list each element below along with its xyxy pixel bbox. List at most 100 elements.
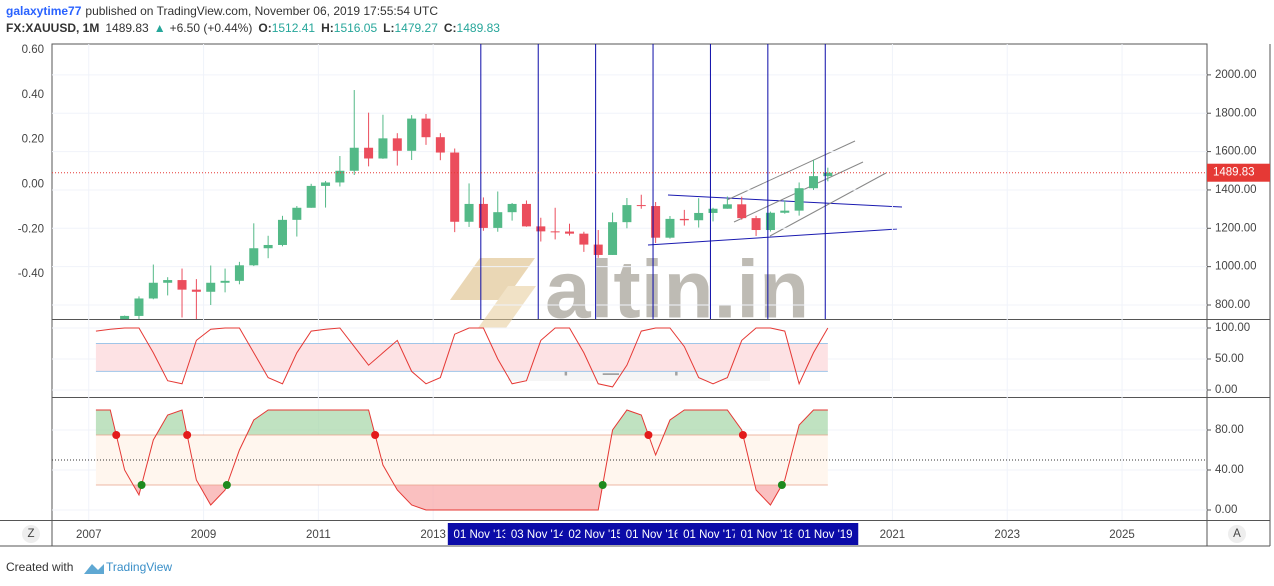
vline-label-box bbox=[447, 523, 514, 545]
button-label[interactable]: Z bbox=[27, 528, 34, 540]
button[interactable] bbox=[22, 525, 40, 543]
candle-body bbox=[823, 172, 833, 177]
candle-body bbox=[679, 218, 689, 221]
vline-label-box bbox=[734, 523, 801, 545]
vline-label: 02 Nov '15 bbox=[568, 529, 623, 541]
vline-label-box bbox=[562, 523, 629, 545]
candle-body bbox=[450, 152, 460, 222]
candle-body bbox=[349, 147, 359, 171]
y-tick-label: 40.00 bbox=[1215, 464, 1244, 476]
button[interactable] bbox=[1228, 525, 1246, 543]
candle-body bbox=[464, 203, 474, 222]
candle-body bbox=[550, 231, 560, 233]
footer: Created with TradingView bbox=[6, 560, 172, 574]
vline-label: 01 Nov '17 bbox=[683, 529, 738, 541]
cross-marker bbox=[598, 481, 607, 489]
candle-body bbox=[220, 280, 230, 283]
last-price-label: 1489.83 bbox=[1213, 167, 1255, 179]
y-tick-label: 1800.00 bbox=[1215, 107, 1257, 119]
header-line: galaxytime77 published on TradingView.com… bbox=[6, 4, 438, 18]
candle-body bbox=[636, 205, 646, 207]
candle-body bbox=[622, 205, 632, 223]
button-label[interactable]: A bbox=[1233, 528, 1241, 540]
ohlc-value: 1489.83 bbox=[457, 21, 501, 35]
pane bbox=[52, 409, 1207, 511]
x-tick-label: 2023 bbox=[994, 529, 1020, 541]
ohlc-value: 1479.27 bbox=[394, 21, 438, 35]
candle-body bbox=[364, 147, 374, 159]
cross-marker bbox=[644, 431, 653, 439]
y-tick-label: 2000.00 bbox=[1215, 69, 1257, 81]
candle-body bbox=[808, 176, 818, 189]
candle-body bbox=[335, 170, 345, 183]
candle-body bbox=[234, 265, 244, 281]
oscillator-line bbox=[95, 409, 828, 511]
vline-label: 01 Nov '19 bbox=[798, 529, 853, 541]
candle-body bbox=[708, 208, 718, 213]
ohlc-value: 1512.41 bbox=[272, 21, 316, 35]
cross-marker bbox=[112, 431, 121, 439]
x-tick-label: 2025 bbox=[1109, 529, 1135, 541]
pane bbox=[52, 44, 1207, 319]
lower-fill bbox=[95, 485, 828, 510]
candle-body bbox=[521, 203, 531, 227]
y-tick-label: 80.00 bbox=[1215, 424, 1244, 436]
vline-label-box bbox=[792, 523, 859, 545]
pane bbox=[52, 327, 1207, 391]
vline-label: 01 Nov '16 bbox=[626, 529, 681, 541]
candle-body bbox=[478, 203, 488, 228]
cross-marker bbox=[137, 481, 146, 489]
buttons: Z A bbox=[22, 525, 1246, 543]
y-tick-label: 800.00 bbox=[1215, 299, 1250, 311]
ohlc-label: H: bbox=[321, 21, 334, 35]
candle-body bbox=[120, 315, 130, 319]
last-price-box bbox=[1207, 163, 1270, 182]
cross-marker bbox=[183, 431, 192, 439]
candle-body bbox=[665, 218, 675, 238]
candle-body bbox=[392, 138, 402, 151]
candle-body bbox=[134, 298, 144, 316]
candle-body bbox=[536, 226, 546, 232]
candle-body bbox=[177, 280, 187, 290]
published: published on TradingView.com, November 0… bbox=[85, 4, 438, 18]
y2-tick-label: 0.20 bbox=[22, 134, 44, 146]
footer-brand[interactable]: TradingView bbox=[106, 560, 172, 574]
y2-tick-label: -0.40 bbox=[18, 268, 44, 280]
candle-body bbox=[148, 282, 158, 299]
candle-body bbox=[579, 233, 589, 245]
y-tick-label: 0.00 bbox=[1215, 504, 1237, 516]
candle-body bbox=[493, 212, 503, 228]
candle-body bbox=[722, 204, 732, 209]
vline-label: 03 Nov '14 bbox=[511, 529, 566, 541]
ohlc-value: 1516.05 bbox=[334, 21, 378, 35]
y-tick-label: 1400.00 bbox=[1215, 184, 1257, 196]
candle-body bbox=[249, 248, 259, 266]
change: +6.50 (+0.44%) bbox=[170, 21, 253, 35]
ohlc-label: C: bbox=[444, 21, 457, 35]
x-tick-label: 2013 bbox=[420, 529, 446, 541]
y2-tick-label: 0.60 bbox=[22, 44, 44, 56]
vline-label-box bbox=[677, 523, 744, 545]
symbol-line: FX:XAUUSD, 1M 1489.83 ▲ +6.50 (+0.44%) O:151… bbox=[6, 21, 500, 35]
candle-body bbox=[694, 212, 704, 221]
y-tick-label: 100.00 bbox=[1215, 322, 1250, 334]
candle-body bbox=[206, 282, 216, 292]
candle-body bbox=[593, 244, 603, 255]
ohlc-label: L: bbox=[383, 21, 394, 35]
oscillator-line bbox=[95, 327, 829, 388]
footer-text: Created with bbox=[6, 560, 73, 574]
candle-body bbox=[651, 206, 661, 238]
candle-body bbox=[794, 188, 804, 211]
x-tick-label: 2007 bbox=[76, 529, 102, 541]
upper-fill bbox=[95, 410, 828, 435]
y2-tick-label: -0.20 bbox=[18, 223, 44, 235]
y2-tick-label: 0.40 bbox=[22, 89, 44, 101]
symbol: FX:XAUUSD, 1M bbox=[6, 21, 99, 35]
y-tick-label: 0.00 bbox=[1215, 384, 1237, 396]
candle-body bbox=[163, 280, 173, 283]
x-tick-label: 2009 bbox=[191, 529, 217, 541]
cross-marker bbox=[222, 481, 231, 489]
vline-label-box bbox=[620, 523, 687, 545]
user[interactable]: galaxytime77 bbox=[6, 4, 82, 18]
